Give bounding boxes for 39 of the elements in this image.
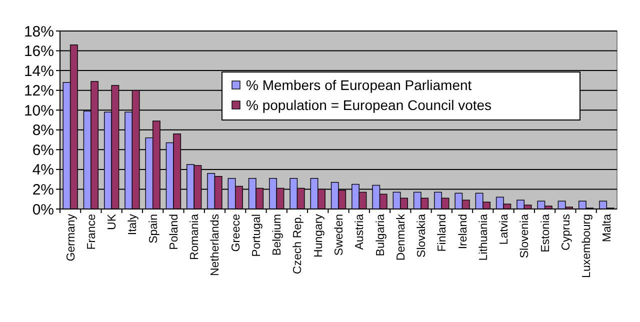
y-tick-label: 2% [32, 181, 54, 198]
x-tick-label: Malta [602, 213, 614, 242]
legend-label: % population = European Council votes [246, 96, 492, 113]
x-tick-label: Ireland [457, 214, 470, 250]
y-tick-label: 0% [32, 201, 54, 218]
x-tick-label: Netherlands [210, 214, 222, 276]
y-tick-label: 4% [32, 162, 54, 179]
y-tick-label: 16% [24, 43, 54, 60]
y-tick-label: 8% [32, 122, 54, 140]
x-tick-label: Finland [436, 214, 449, 252]
x-tick-label: Slovakia [416, 213, 428, 258]
x-tick-label: Estonia [540, 213, 552, 252]
x-tick-label: Lithuania [478, 213, 490, 261]
x-tick-label: Spain [148, 214, 160, 244]
y-tick-label: 14% [24, 62, 54, 80]
x-tick-label: Denmark [395, 214, 408, 261]
x-tick-label: UK [106, 214, 119, 230]
x-tick-label: Slovenia [519, 213, 532, 258]
x-tick-label: Italy [127, 214, 140, 236]
x-tick-label: Hungary [312, 214, 325, 258]
x-tick-label: France [86, 214, 98, 250]
x-tick-label: Germany [65, 214, 78, 262]
x-tick-label: Greece [230, 214, 242, 252]
x-tick-label: Belgium [272, 214, 284, 256]
x-tick-label: Luxembourg [581, 214, 594, 278]
x-tick-label: Czech Rep. [292, 214, 304, 274]
x-tick-label: Bulgaria [374, 213, 387, 256]
x-tick-label: Cyprus [560, 214, 572, 250]
x-tick-label: Latvia [498, 213, 511, 245]
y-tick-label: 6% [32, 142, 54, 159]
x-tick-label: Romania [189, 213, 202, 260]
y-tick-label: 12% [24, 82, 54, 100]
x-tick-label: Poland [168, 214, 180, 250]
x-tick-label: Sweden [334, 214, 346, 256]
legend-label: % Members of European Parliament [246, 76, 472, 93]
x-tick-label: Austria [354, 213, 366, 250]
y-tick-label: 10% [24, 102, 54, 120]
y-tick-label: 18% [24, 23, 54, 40]
x-tick-label: Portugal [250, 214, 263, 257]
